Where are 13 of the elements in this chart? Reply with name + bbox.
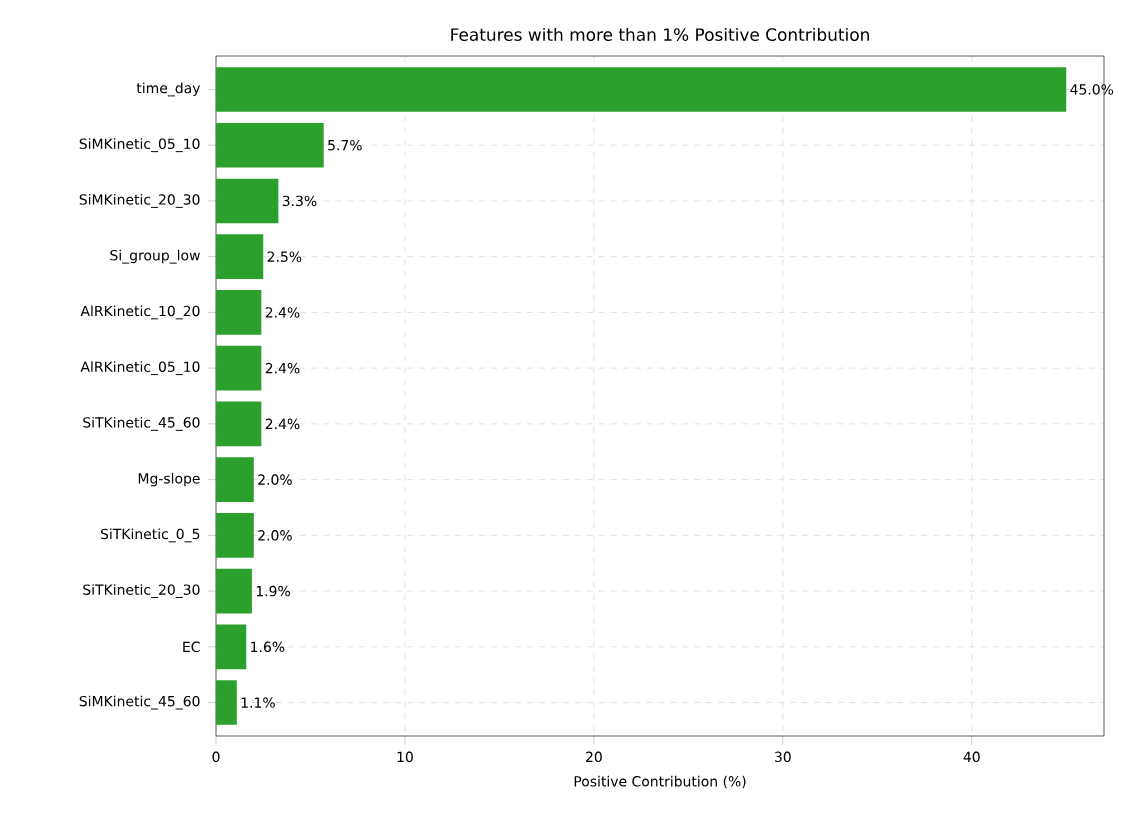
bar bbox=[216, 290, 262, 335]
bar bbox=[216, 345, 262, 391]
bar bbox=[216, 624, 247, 670]
bar bbox=[216, 680, 237, 725]
bar bbox=[216, 178, 279, 224]
bar bbox=[216, 513, 254, 558]
bar bbox=[216, 122, 324, 168]
bar bbox=[216, 67, 1067, 112]
bar bbox=[216, 401, 262, 447]
chart-title: Features with more than 1% Positive Contribution bbox=[451, 27, 869, 42]
bar bbox=[216, 234, 264, 279]
bar bbox=[216, 457, 254, 502]
bar bbox=[216, 568, 252, 614]
